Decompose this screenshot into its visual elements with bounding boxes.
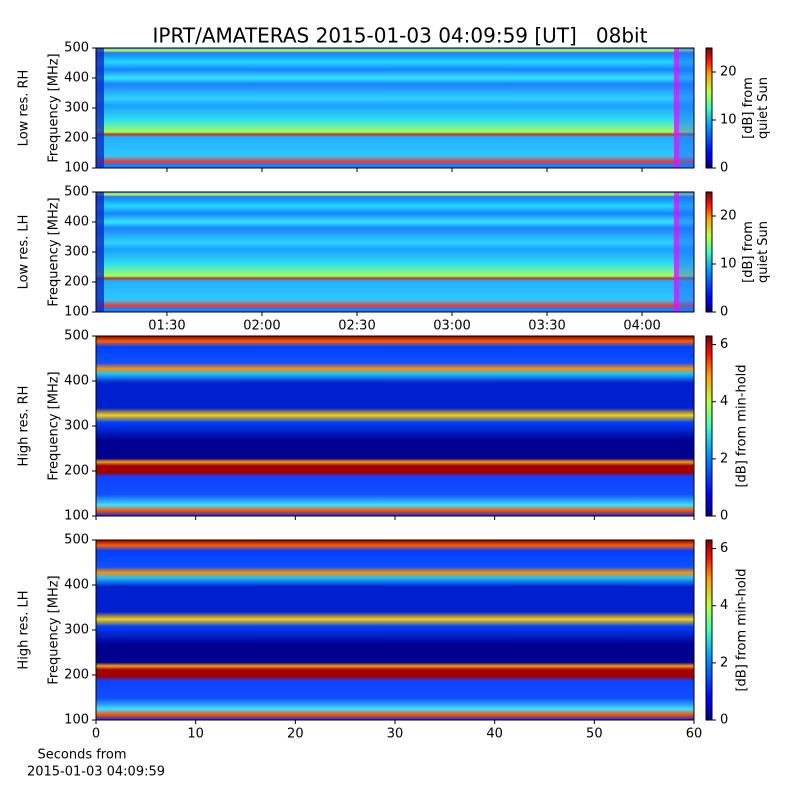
colorbar-tick-label: 0 <box>720 161 728 176</box>
colorbar-label: [dB] from min-hold <box>735 364 750 487</box>
colorbar-tick-label: 4 <box>720 394 728 409</box>
y-tick-label: 200 <box>64 464 89 479</box>
colorbar-tick-label: 6 <box>720 337 728 352</box>
colorbar <box>705 539 713 721</box>
x-tick-label: 01:30 <box>148 319 185 334</box>
colorbar-tick-label: 2 <box>720 655 728 670</box>
y-axis-label: Frequency [MHz] <box>47 197 62 306</box>
spectrogram-strip <box>96 48 104 168</box>
y-axis-label: Frequency [MHz] <box>47 53 62 162</box>
x-tick-label: 03:30 <box>528 319 565 334</box>
spectrogram <box>96 540 694 720</box>
y-axis-label: Frequency [MHz] <box>47 371 62 480</box>
colorbar-tick-label: 0 <box>720 713 728 728</box>
colorbar-tick-label: 10 <box>720 257 737 272</box>
y-axis-label: Frequency [MHz] <box>47 575 62 684</box>
colorbar-tick-label: 20 <box>720 209 737 224</box>
y-tick-label: 400 <box>64 578 89 593</box>
x-tick-label: 40 <box>486 727 503 742</box>
colorbar-tick-label: 4 <box>720 598 728 613</box>
x-tick-label: 02:00 <box>243 319 280 334</box>
y-axis-label: Low res. LH <box>17 215 32 290</box>
y-tick-label: 400 <box>64 71 89 86</box>
y-axis-label: High res. RH <box>17 386 32 467</box>
spectrogram-strip <box>679 192 694 312</box>
spectrogram-gap <box>674 192 679 312</box>
y-tick-label: 300 <box>64 623 89 638</box>
y-tick-label: 100 <box>64 161 89 176</box>
spectrogram-strip <box>96 192 104 312</box>
colorbar-label: [dB] from <box>741 221 756 283</box>
y-tick-label: 500 <box>64 533 89 548</box>
y-tick-label: 500 <box>64 41 89 56</box>
y-tick-label: 500 <box>64 185 89 200</box>
spectrogram <box>96 192 694 312</box>
spectrogram <box>96 336 694 516</box>
y-tick-label: 500 <box>64 329 89 344</box>
colorbar-tick-label: 20 <box>720 65 737 80</box>
colorbar <box>705 47 713 169</box>
y-tick-label: 300 <box>64 101 89 116</box>
colorbar <box>705 191 713 313</box>
x-tick-label: 0 <box>92 727 100 742</box>
spectrogram-gap <box>674 48 679 168</box>
y-axis-label: High res. LH <box>17 590 32 669</box>
chart-title: IPRT/AMATERAS 2015-01-03 04:09:59 [UT] 0… <box>153 24 648 48</box>
colorbar <box>705 335 713 517</box>
y-tick-label: 200 <box>64 668 89 683</box>
colorbar-label: quiet Sun <box>756 221 771 283</box>
y-tick-label: 100 <box>64 305 89 320</box>
colorbar-tick-label: 0 <box>720 509 728 524</box>
x-axis-label: Seconds from <box>37 748 126 763</box>
x-tick-label: 60 <box>686 727 703 742</box>
colorbar-tick-label: 6 <box>720 541 728 556</box>
x-tick-label: 03:00 <box>433 319 470 334</box>
spectrogram <box>96 48 694 168</box>
colorbar-label: quiet Sun <box>756 77 771 139</box>
y-axis-label: Low res. RH <box>17 70 32 147</box>
y-tick-label: 400 <box>64 374 89 389</box>
y-tick-label: 100 <box>64 509 89 524</box>
x-tick-label: 50 <box>586 727 603 742</box>
y-tick-label: 300 <box>64 245 89 260</box>
colorbar-tick-label: 2 <box>720 451 728 466</box>
colorbar-tick-label: 10 <box>720 113 737 128</box>
x-tick-label: 04:00 <box>623 319 660 334</box>
y-tick-label: 400 <box>64 215 89 230</box>
y-tick-label: 300 <box>64 419 89 434</box>
colorbar-label: [dB] from <box>741 77 756 139</box>
x-tick-label: 10 <box>187 727 204 742</box>
y-tick-label: 200 <box>64 131 89 146</box>
colorbar-tick-label: 0 <box>720 305 728 320</box>
x-axis-label: 2015-01-03 04:09:59 <box>27 765 165 780</box>
x-tick-label: 20 <box>287 727 304 742</box>
spectrogram-strip <box>679 48 694 168</box>
x-tick-label: 30 <box>387 727 404 742</box>
y-tick-label: 100 <box>64 713 89 728</box>
y-tick-label: 200 <box>64 275 89 290</box>
colorbar-label: [dB] from min-hold <box>735 568 750 691</box>
x-tick-label: 02:30 <box>338 319 375 334</box>
